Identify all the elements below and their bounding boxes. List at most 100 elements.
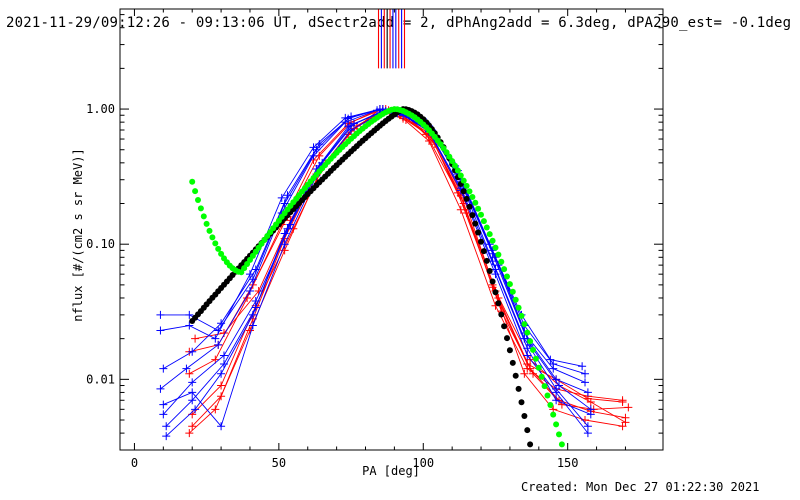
x-tick-label: 100: [412, 456, 434, 470]
data-point: [185, 321, 194, 330]
y-tick-label: 0.10: [86, 237, 115, 251]
data-point: [188, 378, 197, 387]
fit-point: [218, 250, 225, 257]
fit-point: [469, 194, 476, 200]
data-point: [491, 265, 500, 274]
vertical-markers: [377, 9, 406, 69]
fit-point: [515, 304, 522, 311]
fit-point: [504, 335, 510, 342]
fit-point: [558, 441, 565, 448]
fit-point: [506, 347, 513, 354]
data-point: [488, 283, 497, 292]
data-point: [245, 287, 254, 296]
fit-point: [495, 300, 502, 307]
fit-point: [192, 188, 199, 195]
data-point: [217, 381, 226, 390]
fit-point: [501, 323, 508, 330]
data-point: [624, 403, 633, 412]
data-point: [309, 143, 318, 152]
fit-point: [498, 311, 505, 318]
fit-point: [512, 372, 519, 379]
data-point: [162, 432, 171, 441]
data-point: [188, 422, 197, 431]
fit-point: [486, 268, 493, 274]
fit-point: [527, 441, 534, 448]
series-blue: [159, 108, 592, 431]
data-point: [523, 344, 532, 353]
data-point: [277, 193, 286, 202]
fit-point: [483, 224, 490, 231]
fit-point: [489, 278, 496, 285]
series-line: [160, 109, 583, 390]
fit-point: [515, 385, 522, 392]
fit-point: [478, 211, 484, 218]
series-blue: [156, 105, 590, 387]
fit-point: [524, 427, 531, 434]
fit-point: [512, 296, 519, 303]
fit-point: [475, 229, 482, 236]
data-point: [248, 321, 257, 330]
data-point: [185, 369, 194, 378]
fit-point: [454, 167, 461, 174]
fit-point: [203, 220, 210, 227]
data-point: [219, 351, 228, 360]
data-point: [618, 397, 627, 406]
series-line: [163, 111, 589, 428]
data-point: [347, 121, 356, 130]
data-point: [214, 340, 223, 349]
data-point: [245, 326, 254, 335]
fit-point: [506, 281, 513, 288]
fit-point: [443, 149, 450, 156]
fit-point: [189, 178, 196, 185]
data-point: [188, 388, 197, 397]
fit-point: [538, 373, 545, 380]
fit-point: [524, 329, 531, 336]
data-point: [219, 359, 228, 368]
fit-point: [200, 213, 207, 220]
fit-point: [535, 364, 542, 371]
fit-point: [544, 392, 551, 399]
fit-point: [449, 158, 456, 165]
data-point: [552, 384, 561, 393]
series-blue: [162, 107, 592, 441]
fit-point: [518, 399, 525, 406]
fit-point: [556, 431, 562, 438]
fit-point: [509, 359, 516, 366]
data-point: [217, 369, 226, 378]
data-point: [520, 369, 529, 378]
data-point: [251, 303, 260, 312]
fit-point: [498, 258, 505, 265]
fit-point: [492, 244, 499, 251]
fit-point: [209, 234, 216, 241]
fit-point: [469, 212, 476, 219]
fit-point: [504, 273, 510, 280]
fit-point: [527, 338, 534, 345]
fit-point: [492, 289, 499, 296]
data-point: [583, 422, 592, 431]
fit-point: [466, 188, 473, 195]
fit-point: [478, 238, 484, 245]
data-point: [159, 400, 168, 409]
fit-point: [489, 237, 496, 244]
fit-point: [472, 199, 479, 206]
data-point: [549, 364, 558, 373]
fit-point: [553, 421, 560, 428]
data-point: [581, 369, 590, 378]
data-point: [621, 418, 630, 427]
data-point: [156, 310, 165, 319]
data-point: [586, 410, 595, 419]
fit-point: [480, 248, 487, 255]
data-point: [217, 392, 226, 401]
data-point: [159, 410, 168, 419]
fit-point: [486, 231, 493, 238]
fit-point: [480, 218, 487, 225]
fit-point: [509, 288, 516, 295]
fit-point: [452, 162, 458, 169]
fit-point: [460, 188, 467, 195]
data-point: [248, 275, 257, 284]
data-point: [552, 396, 561, 405]
fit-point: [197, 205, 204, 212]
data-point: [182, 364, 191, 373]
data-point: [280, 240, 289, 249]
